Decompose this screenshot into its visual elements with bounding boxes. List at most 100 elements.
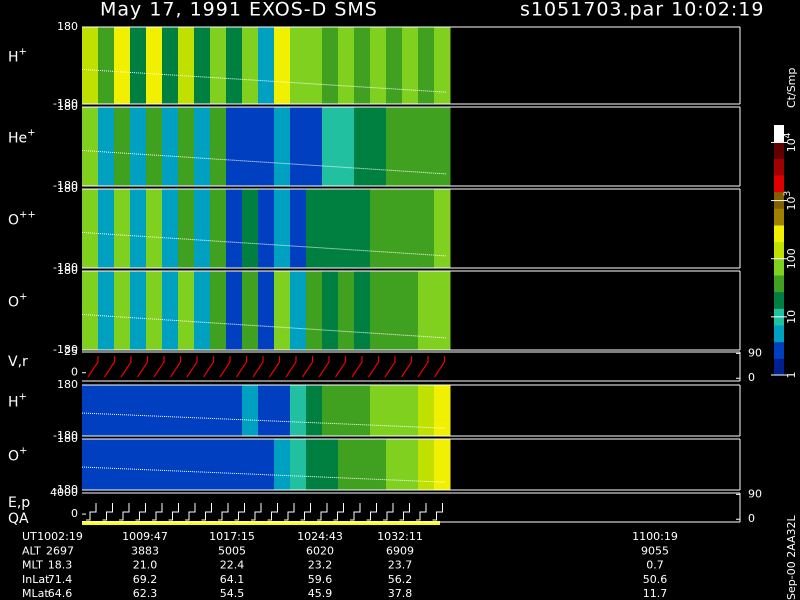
colorbar-tick-base: 10 — [785, 138, 798, 152]
spectrogram-column — [322, 107, 339, 186]
chart-title: May 17, 1991 EXOS-D SMS — [100, 0, 378, 21]
spectrogram-column — [162, 385, 179, 436]
spectrogram-column — [434, 27, 451, 104]
spectrogram-column — [402, 439, 419, 490]
spectrogram-column — [434, 385, 451, 436]
spectrogram-column — [194, 27, 211, 104]
pitch-trace — [81, 313, 447, 339]
panel-label: O+ — [8, 446, 27, 465]
spectrogram-column — [114, 271, 131, 350]
table-cell: 21.0 — [133, 559, 158, 572]
spectrogram-column — [354, 385, 371, 436]
spectrogram-column — [82, 271, 99, 350]
spectrogram-column — [306, 189, 323, 268]
table-cell: 1024:43 — [297, 530, 343, 543]
panel-label: O+ — [8, 292, 27, 311]
panel-label: He+ — [8, 128, 36, 147]
spectrogram-column — [306, 27, 323, 104]
spectrogram-column — [98, 107, 115, 186]
spectrogram-column — [242, 439, 259, 490]
panel-label-sup: + — [19, 446, 27, 457]
y-tick-label: 180 — [57, 20, 78, 33]
spectrogram-column — [274, 189, 291, 268]
spectrogram-column — [370, 439, 387, 490]
spectrogram-column — [146, 189, 163, 268]
y2-tick-label: 0 — [748, 512, 755, 525]
table-cell: 62.3 — [133, 587, 158, 600]
spectrogram-column — [338, 439, 355, 490]
spectrogram-column — [178, 271, 195, 350]
spectrogram-column — [386, 107, 403, 186]
spectrogram-column — [82, 385, 99, 436]
spectrogram-column — [306, 271, 323, 350]
energy-steps — [86, 503, 443, 521]
spectrogram-column — [402, 385, 419, 436]
spectrogram-column — [146, 271, 163, 350]
pitch-trace — [81, 231, 447, 257]
spectrogram-column — [434, 189, 451, 268]
table-cell: 1017:15 — [209, 530, 255, 543]
y2-tick-label: 90 — [748, 487, 762, 500]
spectrogram-column — [290, 107, 307, 186]
table-row-label: ALT — [22, 544, 41, 557]
spectrogram-column — [146, 107, 163, 186]
table-cell: 3883 — [131, 544, 159, 557]
panel-label-sup: + — [19, 392, 27, 403]
spectrogram-column — [290, 27, 307, 104]
spectrogram-column — [322, 439, 339, 490]
spectrogram-column — [274, 385, 291, 436]
spectrogram-column — [418, 439, 435, 490]
spectrogram-column — [226, 385, 243, 436]
panel-label-2: QA — [8, 511, 29, 527]
spectrogram-column — [98, 189, 115, 268]
spectrogram-column — [386, 189, 403, 268]
spectrogram-column — [130, 271, 147, 350]
y-tick-label: 180 — [57, 432, 78, 445]
table-cell: 64.1 — [220, 573, 245, 586]
spectrogram-column — [162, 439, 179, 490]
colorbar-tick-sup: 3 — [783, 191, 793, 197]
spectrogram-column — [242, 107, 259, 186]
spectrogram-column — [178, 189, 195, 268]
y-tick-label: -180 — [53, 343, 78, 356]
spectrogram-column — [210, 27, 227, 104]
table-cell: 37.8 — [388, 587, 413, 600]
spectrogram-column — [402, 189, 419, 268]
panel-label: V,r — [8, 354, 28, 370]
spectrogram-column — [354, 107, 371, 186]
spectrogram-column — [82, 439, 99, 490]
spectrogram-column — [194, 385, 211, 436]
spectrogram-column — [210, 385, 227, 436]
spectrogram-column — [290, 385, 307, 436]
spectrogram-column — [162, 107, 179, 186]
colorbar-tick-label: 10 — [785, 310, 798, 324]
colorbar-cell — [774, 175, 784, 193]
y2-tick-label: 0 — [748, 371, 755, 384]
spectrogram-column — [258, 385, 275, 436]
spectrogram-column — [386, 27, 403, 104]
spectrogram-column — [242, 189, 259, 268]
spectrogram-column — [306, 107, 323, 186]
table-cell: 64.6 — [48, 587, 73, 600]
spectrogram-column — [114, 439, 131, 490]
y2-tick-label: 90 — [748, 346, 762, 359]
spectrogram-column — [130, 189, 147, 268]
y-tick-label: 0 — [71, 507, 78, 520]
spectrogram-column — [258, 189, 275, 268]
spectrogram-column — [354, 271, 371, 350]
table-cell: 54.5 — [220, 587, 245, 600]
y-tick-label: -180 — [53, 97, 78, 110]
table-cell: 22.4 — [220, 559, 245, 572]
colorbar-cell — [774, 125, 784, 143]
table-cell: 56.2 — [388, 573, 413, 586]
spectrogram-column — [322, 27, 339, 104]
y-tick-label: 25 — [64, 345, 78, 358]
qa-bar — [82, 521, 440, 525]
spectrogram-column — [306, 385, 323, 436]
spectrogram-column — [434, 271, 451, 350]
colorbar-cell — [774, 325, 784, 343]
velocity-trace — [87, 356, 446, 378]
file-label: s1051703.par 10:02:19 — [520, 0, 764, 21]
pitch-trace — [81, 466, 447, 483]
